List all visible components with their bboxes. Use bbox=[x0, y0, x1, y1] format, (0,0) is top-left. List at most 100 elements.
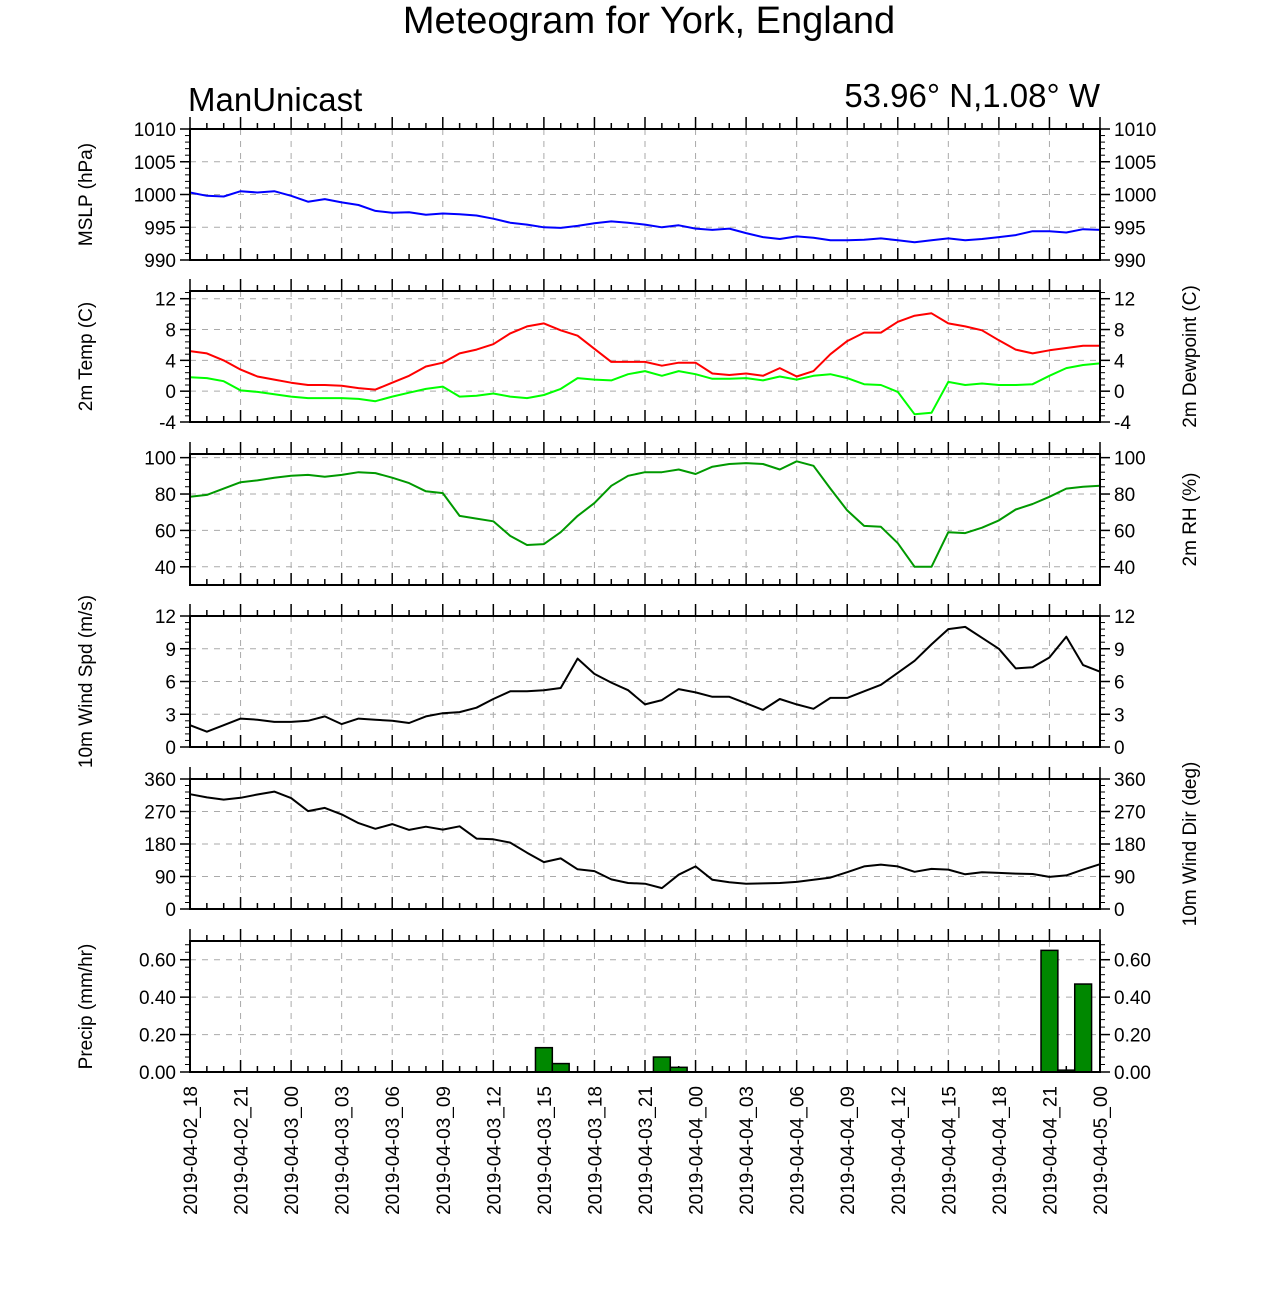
y-tick-label-left: 90 bbox=[155, 868, 176, 889]
y-tick-label-left: 60 bbox=[155, 521, 176, 542]
y-tick-label-right: 100 bbox=[1114, 449, 1146, 470]
x-tick-label: 2019-04-03_09 bbox=[434, 1086, 455, 1215]
x-tick-label: 2019-04-04_15 bbox=[939, 1086, 960, 1215]
panel-frame bbox=[189, 453, 1101, 586]
y-tick-label-left: 360 bbox=[144, 770, 176, 791]
x-tick-label: 2019-04-03_03 bbox=[333, 1086, 354, 1215]
x-tick-label: 2019-04-04_06 bbox=[788, 1086, 809, 1215]
y-tick-label-right: 1000 bbox=[1114, 186, 1156, 207]
y-tick-label-left: 12 bbox=[155, 607, 176, 628]
y-axis-label-left: Precip (mm/hr) bbox=[76, 944, 97, 1070]
panel-2: 40 40 60 60 80 80 100 100 2m RH (%) bbox=[144, 442, 1201, 586]
precip-bar bbox=[534, 1046, 554, 1073]
x-tick-label: 2019-04-03_18 bbox=[585, 1086, 606, 1215]
y-tick-label-left: 1010 bbox=[134, 120, 176, 141]
x-tick-label: 2019-04-04_03 bbox=[737, 1086, 758, 1215]
series-line-0 bbox=[189, 625, 1101, 733]
x-tick-label: 2019-04-04_18 bbox=[990, 1086, 1011, 1215]
y-axis-label-left: 10m Wind Spd (m/s) bbox=[76, 595, 97, 768]
chart-title: Meteogram for York, England bbox=[403, 0, 895, 42]
y-tick-label-right: 0 bbox=[1114, 738, 1125, 759]
y-tick-label-right: 0.20 bbox=[1114, 1026, 1151, 1047]
panel-5: 0.00 0.00 0.20 0.20 0.40 0.40 0.60 0.60 Precip (… bbox=[76, 929, 1151, 1084]
y-tick-label-left: 990 bbox=[144, 251, 176, 272]
y-tick-label-left: 0 bbox=[165, 738, 176, 759]
panel-4: 0 0 90 90 180 180 270 270 360 360 10m Wind Dir (de… bbox=[144, 762, 1201, 927]
x-tick-label: 2019-04-05_00 bbox=[1091, 1086, 1112, 1215]
y-tick-label-right: 0.00 bbox=[1114, 1063, 1151, 1084]
y-tick-label-right: 0.40 bbox=[1114, 988, 1151, 1009]
y-tick-label-left: 12 bbox=[155, 290, 176, 311]
y-tick-label-left: 1000 bbox=[134, 186, 176, 207]
precip-bar bbox=[551, 1062, 570, 1073]
x-tick-label: 2019-04-04_09 bbox=[838, 1086, 859, 1215]
x-tick-label: 2019-04-03_21 bbox=[636, 1086, 657, 1215]
series-line-1 bbox=[189, 362, 1101, 416]
y-tick-label-right: -4 bbox=[1114, 413, 1131, 434]
y-axis-label-right: 10m Wind Dir (deg) bbox=[1180, 762, 1201, 927]
y-tick-label-right: 12 bbox=[1114, 607, 1135, 628]
y-tick-label-left: 1005 bbox=[134, 153, 176, 174]
panel-frame bbox=[189, 778, 1101, 910]
x-tick-label: 2019-04-04_00 bbox=[687, 1086, 708, 1215]
model-label: ManUnicast bbox=[188, 81, 362, 118]
x-tick-label: 2019-04-04_12 bbox=[889, 1086, 910, 1215]
y-tick-label-right: 360 bbox=[1114, 770, 1146, 791]
series-line-0 bbox=[189, 190, 1101, 244]
x-tick-label: 2019-04-03_00 bbox=[282, 1086, 303, 1215]
y-tick-label-right: 270 bbox=[1114, 803, 1146, 824]
y-tick-label-left: 0 bbox=[165, 900, 176, 921]
series-line-0 bbox=[189, 790, 1101, 890]
y-tick-label-left: 0.00 bbox=[139, 1063, 176, 1084]
x-tick-label: 2019-04-03_06 bbox=[383, 1086, 404, 1215]
y-tick-label-right: 12 bbox=[1114, 290, 1135, 311]
series-line-0 bbox=[189, 312, 1100, 391]
panel-frame bbox=[189, 615, 1101, 748]
y-tick-label-right: 8 bbox=[1114, 321, 1125, 342]
y-tick-label-right: 6 bbox=[1114, 673, 1125, 694]
x-tick-label: 2019-04-04_21 bbox=[1040, 1086, 1061, 1215]
precip-bar bbox=[1073, 983, 1093, 1073]
y-tick-label-left: 8 bbox=[165, 321, 176, 342]
y-axis-label-right: 2m Dewpoint (C) bbox=[1180, 285, 1201, 428]
y-tick-label-right: 1005 bbox=[1114, 153, 1156, 174]
y-tick-label-left: 0.60 bbox=[139, 951, 176, 972]
y-tick-label-right: 180 bbox=[1114, 835, 1146, 856]
y-tick-label-right: 90 bbox=[1114, 868, 1135, 889]
x-tick-label: 2019-04-02_21 bbox=[232, 1086, 253, 1215]
panel-frame bbox=[189, 940, 1101, 1073]
y-tick-label-left: 270 bbox=[144, 803, 176, 824]
y-tick-label-left: 100 bbox=[144, 449, 176, 470]
y-tick-label-right: 0 bbox=[1114, 382, 1125, 403]
y-tick-label-right: 60 bbox=[1114, 521, 1135, 542]
series-line-0 bbox=[189, 460, 1101, 568]
panel-3: 0 0 3 3 6 6 9 9 12 12 10m Wind Spd (m/s) bbox=[76, 595, 1135, 768]
precip-bar bbox=[1040, 949, 1059, 1073]
location-label: 53.96° N,1.08° W bbox=[844, 77, 1101, 114]
y-axis-label-right: 2m RH (%) bbox=[1180, 473, 1201, 567]
panel-frame bbox=[189, 290, 1101, 423]
y-tick-label-left: 180 bbox=[144, 835, 176, 856]
y-tick-label-left: 6 bbox=[165, 673, 176, 694]
y-tick-label-left: 9 bbox=[165, 640, 176, 661]
y-tick-label-right: 995 bbox=[1114, 218, 1146, 239]
y-tick-label-left: 0 bbox=[165, 382, 176, 403]
y-tick-label-left: 3 bbox=[165, 705, 176, 726]
y-tick-label-right: 9 bbox=[1114, 640, 1125, 661]
y-tick-label-right: 80 bbox=[1114, 485, 1135, 506]
y-tick-label-left: 40 bbox=[155, 558, 176, 579]
panel-frame bbox=[189, 128, 1101, 261]
y-tick-label-right: 4 bbox=[1114, 351, 1125, 372]
precip-bar bbox=[652, 1056, 672, 1073]
y-tick-label-right: 0.60 bbox=[1114, 951, 1151, 972]
y-tick-label-left: 80 bbox=[155, 485, 176, 506]
y-tick-label-left: 4 bbox=[165, 351, 176, 372]
y-tick-label-left: 0.20 bbox=[139, 1026, 176, 1047]
y-tick-label-left: -4 bbox=[159, 413, 176, 434]
panel-1: -4 -4 0 0 4 4 8 8 12 12 2m Temp (C) 2m Dewpoint (C) bbox=[76, 279, 1201, 434]
y-tick-label-right: 990 bbox=[1114, 251, 1146, 272]
x-tick-label: 2019-04-03_12 bbox=[484, 1086, 505, 1215]
y-tick-label-left: 995 bbox=[144, 218, 176, 239]
x-tick-label: 2019-04-02_18 bbox=[181, 1086, 202, 1215]
